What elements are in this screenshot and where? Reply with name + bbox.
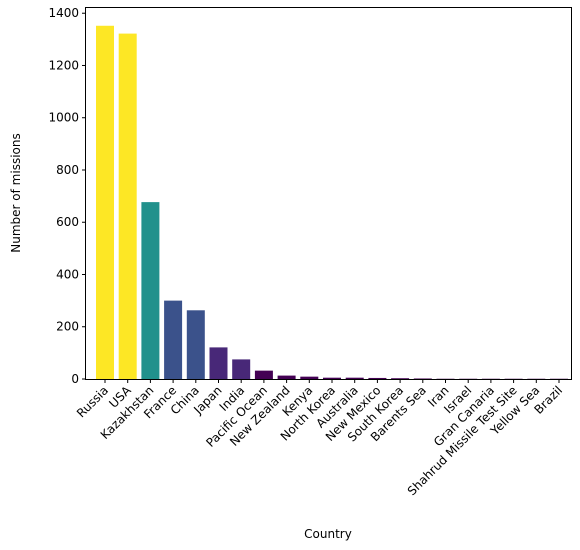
y-tick-label: 200 bbox=[56, 320, 79, 334]
bar-india bbox=[232, 359, 251, 379]
bar-north-korea bbox=[323, 377, 341, 379]
y-tick-label: 1400 bbox=[48, 6, 79, 20]
bar-pacific-ocean bbox=[254, 370, 273, 379]
bar-russia bbox=[96, 25, 114, 380]
y-tick-label: 1200 bbox=[48, 58, 79, 72]
bar-kazakhstan bbox=[141, 202, 160, 379]
bar-south-korea bbox=[391, 378, 410, 379]
y-tick-label: 0 bbox=[71, 372, 79, 386]
bar-china bbox=[186, 310, 205, 379]
y-axis-ticks: 0 200 400 600 800 1000 1200 1400 bbox=[48, 6, 86, 386]
bar-new-mexico bbox=[368, 377, 387, 379]
plot-frame bbox=[85, 7, 572, 380]
y-axis-label: Number of missions bbox=[9, 133, 23, 252]
y-tick-label: 1000 bbox=[48, 111, 79, 125]
bar-kenya bbox=[300, 376, 319, 379]
bar-france bbox=[164, 300, 183, 379]
bar-usa bbox=[118, 33, 137, 379]
y-tick-label: 400 bbox=[56, 267, 79, 281]
y-tick-label: 800 bbox=[56, 163, 79, 177]
x-axis-label: Country bbox=[304, 527, 352, 541]
bar-new-zealand bbox=[277, 375, 296, 379]
bar-australia bbox=[345, 377, 364, 379]
x-axis-ticks: RussiaUSAKazakhstanFranceChinaJapanIndia… bbox=[74, 379, 565, 498]
bar-japan bbox=[209, 347, 228, 379]
bars-group bbox=[96, 25, 568, 380]
x-tick-label: Russia bbox=[74, 383, 111, 420]
bar-barents-sea bbox=[413, 378, 432, 379]
y-tick-label: 600 bbox=[56, 215, 79, 229]
